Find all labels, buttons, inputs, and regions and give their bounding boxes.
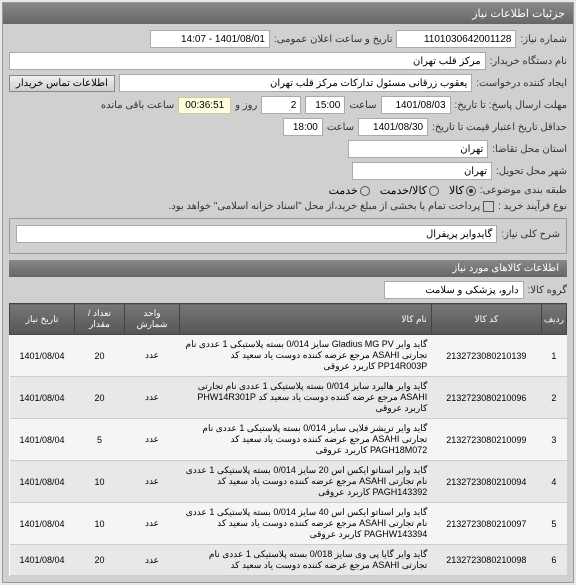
buyer-label: نام دستگاه خریدار: [490, 56, 567, 67]
cell-qty: 20 [75, 377, 125, 419]
cell-date: 1401/08/04 [10, 335, 75, 377]
cell-unit: عدد [125, 461, 180, 503]
cell-name: گاید وایر Gladius MG PV سایز 0/014 بسته … [180, 335, 432, 377]
cell-qty: 10 [75, 461, 125, 503]
cell-date: 1401/08/04 [10, 545, 75, 576]
cell-unit: عدد [125, 377, 180, 419]
table-row[interactable]: 42132723080210094گاید وایر استاتو ایکس ا… [10, 461, 567, 503]
category-radio-group: کالا کالا/خدمت خدمت [329, 184, 476, 197]
radio-dot-icon [429, 186, 439, 196]
deadline-days-field: 2 [261, 96, 301, 114]
cell-date: 1401/08/04 [10, 503, 75, 545]
cell-qty: 5 [75, 419, 125, 461]
requester-label: ایجاد کننده درخواست: [476, 78, 567, 89]
cell-name: گاید وایر تریشر فلاپی سایز 0/014 بسته پل… [180, 419, 432, 461]
delivery-loc-field: تهران [352, 162, 492, 180]
announce-dt-field: 1401/08/01 - 14:07 [150, 30, 270, 48]
cell-code: 2132723080210097 [431, 503, 541, 545]
radio-goods-label: کالا [449, 184, 464, 197]
th-name: نام کالا [180, 304, 432, 335]
cell-unit: عدد [125, 419, 180, 461]
category-label: طبقه بندی موضوعی: [480, 185, 567, 196]
announce-dt-label: تاریخ و ساعت اعلان عمومی: [274, 34, 393, 45]
cell-name: گاید وایر هالبرد سایز 0/014 بسته پلاستیک… [180, 377, 432, 419]
contact-button[interactable]: اطلاعات تماس خریدار [9, 75, 115, 92]
radio-dot-icon [360, 186, 370, 196]
request-loc-field: تهران [348, 140, 488, 158]
goods-group-label: گروه کالا: [528, 285, 567, 296]
cell-row: 3 [541, 419, 566, 461]
cell-unit: عدد [125, 545, 180, 576]
request-loc-label: استان محل تقاضا: [492, 144, 567, 155]
table-row[interactable]: 62132723080210098گاید وایر گایا پی وی سا… [10, 545, 567, 576]
cell-code: 2132723080210098 [431, 545, 541, 576]
need-no-label: شماره نیاز: [520, 34, 567, 45]
table-header-row: ردیف کد کالا نام کالا واحد شمارش تعداد /… [10, 304, 567, 335]
radio-goods-service[interactable]: کالا/خدمت [380, 184, 439, 197]
th-row: ردیف [541, 304, 566, 335]
day-label: روز و [235, 100, 257, 111]
panel-title: جزئیات اطلاعات نیاز [3, 3, 573, 24]
cell-name: گاید وایر گایا پی وی سایز 0/018 بسته پلا… [180, 545, 432, 576]
goods-group-field: دارو، پزشکی و سلامت [384, 281, 524, 299]
purchase-type-label: نوع فرآیند خرید : [498, 201, 567, 212]
cell-code: 2132723080210139 [431, 335, 541, 377]
th-qty: تعداد / مقدار [75, 304, 125, 335]
table-row[interactable]: 12132723080210139گاید وایر Gladius MG PV… [10, 335, 567, 377]
cell-name: گاید وایر استاتو ایکس اس 40 سایز 0/014 ب… [180, 503, 432, 545]
purchase-note: پرداخت تمام یا بخشی از مبلغ خرید،از محل … [169, 201, 481, 212]
cell-unit: عدد [125, 503, 180, 545]
cell-unit: عدد [125, 335, 180, 377]
deadline-date-field: 1401/08/03 [381, 96, 451, 114]
desc-subpanel: شرح کلی نیاز: گایدوایر پریفرال [9, 218, 567, 254]
radio-goods[interactable]: کالا [449, 184, 476, 197]
cell-code: 2132723080210099 [431, 419, 541, 461]
cell-qty: 20 [75, 335, 125, 377]
remaining-label: ساعت باقی مانده [101, 100, 174, 111]
cell-row: 6 [541, 545, 566, 576]
countdown-timer: 00:36:51 [178, 97, 231, 114]
goods-section-title: اطلاعات کالاهای مورد نیاز [9, 260, 567, 277]
cell-row: 2 [541, 377, 566, 419]
table-row[interactable]: 22132723080210096گاید وایر هالبرد سایز 0… [10, 377, 567, 419]
radio-service-label: خدمت [329, 184, 358, 197]
buyer-field: مرکز قلب تهران [9, 52, 486, 70]
cell-row: 4 [541, 461, 566, 503]
th-unit: واحد شمارش [125, 304, 180, 335]
table-row[interactable]: 52132723080210097گاید وایر استاتو ایکس ا… [10, 503, 567, 545]
deadline-hour-field: 15:00 [305, 96, 345, 114]
valid-from-label: حداقل تاریخ اعتبار قیمت تا تاریخ: [432, 122, 567, 133]
radio-goods-service-label: کالا/خدمت [380, 184, 427, 197]
cell-date: 1401/08/04 [10, 461, 75, 503]
valid-date-field: 1401/08/30 [358, 118, 428, 136]
need-desc-label: شرح کلی نیاز: [501, 229, 560, 240]
cell-qty: 10 [75, 503, 125, 545]
requester-field: یعقوب زرقانی مسئول تدارکات مرکز قلب تهرا… [119, 74, 472, 92]
cell-date: 1401/08/04 [10, 419, 75, 461]
radio-dot-icon [466, 186, 476, 196]
delivery-loc-label: شهر محل تحویل: [496, 166, 567, 177]
cell-code: 2132723080210094 [431, 461, 541, 503]
cell-name: گاید وایر استاتو ایکس اس 20 سایز 0/014 ب… [180, 461, 432, 503]
cell-qty: 20 [75, 545, 125, 576]
need-desc-field: گایدوایر پریفرال [16, 225, 497, 243]
hour-label-1: ساعت [349, 100, 376, 111]
valid-hour-field: 18:00 [283, 118, 323, 136]
hour-label-2: ساعت [327, 122, 354, 133]
deadline-label: مهلت ارسال پاسخ: تا تاریخ: [455, 100, 567, 111]
cell-code: 2132723080210096 [431, 377, 541, 419]
panel-body: شماره نیاز: 1101030642001128 تاریخ و ساع… [3, 24, 573, 582]
goods-table: ردیف کد کالا نام کالا واحد شمارش تعداد /… [9, 303, 567, 576]
checkbox-icon [483, 201, 494, 212]
th-code: کد کالا [431, 304, 541, 335]
table-row[interactable]: 32132723080210099گاید وایر تریشر فلاپی س… [10, 419, 567, 461]
purchase-checkbox[interactable]: پرداخت تمام یا بخشی از مبلغ خرید،از محل … [169, 201, 495, 212]
cell-date: 1401/08/04 [10, 377, 75, 419]
cell-row: 1 [541, 335, 566, 377]
radio-service[interactable]: خدمت [329, 184, 370, 197]
th-date: تاریخ نیاز [10, 304, 75, 335]
need-no-field: 1101030642001128 [396, 30, 516, 48]
main-panel: جزئیات اطلاعات نیاز شماره نیاز: 11010306… [2, 2, 574, 583]
cell-row: 5 [541, 503, 566, 545]
